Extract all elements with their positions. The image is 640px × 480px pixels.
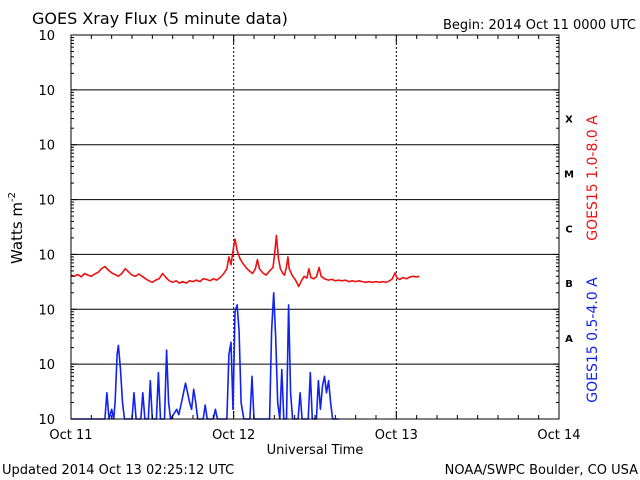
grid xyxy=(71,35,559,419)
y-axis-label-text: Watts m xyxy=(8,202,26,264)
x-axis-label: Universal Time xyxy=(267,443,364,458)
series-layer xyxy=(70,234,420,420)
y-tick-label: 10 xyxy=(38,303,55,318)
x-tick-label: Oct 14 xyxy=(537,428,580,443)
data-source: NOAA/SWPC Boulder, CO USA xyxy=(445,463,638,478)
series-line-0 xyxy=(70,234,420,288)
y-tick-label: 10 xyxy=(38,413,55,428)
x-axis-ticks: Oct 11 Oct 12 Oct 13 Oct 14 xyxy=(49,35,581,443)
flare-class-a: A xyxy=(565,334,573,345)
x-tick-label: Oct 11 xyxy=(49,428,92,443)
y-axis-label: Watts m-2 xyxy=(7,192,26,264)
y-axis-label-exponent: -2 xyxy=(7,192,18,202)
y-tick-label: 10 xyxy=(38,139,55,154)
y-tick-label: 10 xyxy=(38,248,55,263)
begin-label: Begin: 2014 Oct 11 0000 UTC xyxy=(443,18,636,33)
legend-short-channel: GOES15 0.5-4.0 A xyxy=(585,277,601,403)
x-tick-label: Oct 12 xyxy=(212,428,255,443)
updated-timestamp: Updated 2014 Oct 13 02:25:12 UTC xyxy=(2,463,234,478)
plot-frame xyxy=(70,34,560,420)
series-line-1 xyxy=(71,292,339,420)
y-tick-label: 10 xyxy=(38,84,55,99)
flare-class-b: B xyxy=(565,279,573,290)
x-tick-label: Oct 13 xyxy=(375,428,418,443)
y-tick-label: 10 xyxy=(38,358,55,373)
legend-long-channel: GOES15 1.0-8.0 A xyxy=(585,115,601,241)
flare-class-c: C xyxy=(565,224,572,235)
flare-class-m: M xyxy=(564,169,574,180)
flare-class-x: X xyxy=(565,115,573,126)
y-tick-label: 10 xyxy=(38,29,55,44)
flare-class-labels: X M C B A xyxy=(564,115,574,345)
y-tick-label: 10 xyxy=(38,194,55,209)
y-axis-ticks: 10-210-310-410-510-610-710-810-9 xyxy=(38,29,559,428)
chart-title: GOES Xray Flux (5 minute data) xyxy=(32,9,288,28)
